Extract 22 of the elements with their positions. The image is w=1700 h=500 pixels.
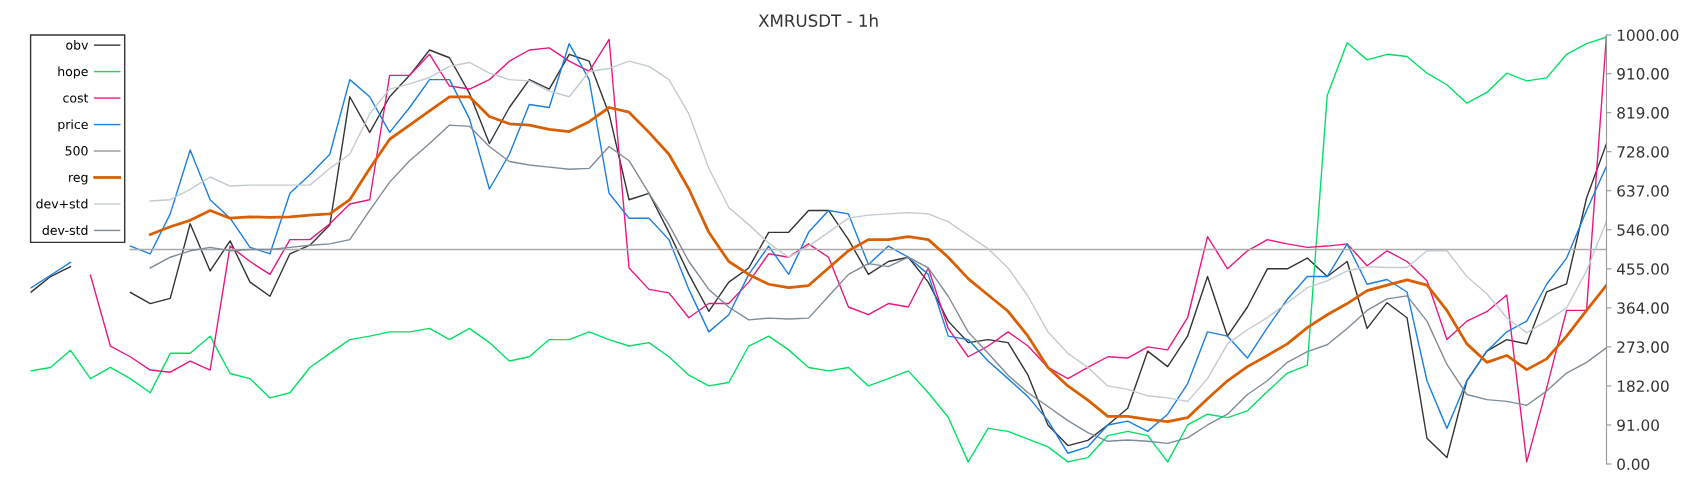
y-tick-label: 819.00 (1617, 107, 1669, 119)
y-tick-label: 273.00 (1617, 341, 1669, 353)
legend-label: cost (63, 93, 89, 103)
legend-label: reg (69, 174, 88, 185)
y-tick-label: 1000.00 (1617, 29, 1679, 42)
legend-label: price (58, 119, 88, 132)
y-tick-label: 728.00 (1617, 146, 1669, 158)
legend-label: obv (66, 40, 89, 50)
legend-label: hope (58, 66, 88, 79)
legend-label: dev-std (42, 225, 88, 235)
y-tick-label: 546.00 (1617, 224, 1669, 236)
y-tick-label: 455.00 (1616, 263, 1669, 275)
legend-label: dev+std (36, 198, 88, 209)
y-tick-label: 182.00 (1617, 380, 1669, 392)
y-tick-label: 91.00 (1617, 419, 1659, 431)
y-tick-label: 910.00 (1617, 68, 1669, 80)
legend-label: 500 (65, 146, 88, 156)
y-tick-label: 364.00 (1617, 302, 1669, 314)
y-tick-label: 637.00 (1617, 185, 1669, 197)
chart-title: XMRUSDT - 1h (758, 14, 878, 27)
y-tick-label: 0.00 (1617, 458, 1650, 471)
line-series (149, 60, 1607, 403)
